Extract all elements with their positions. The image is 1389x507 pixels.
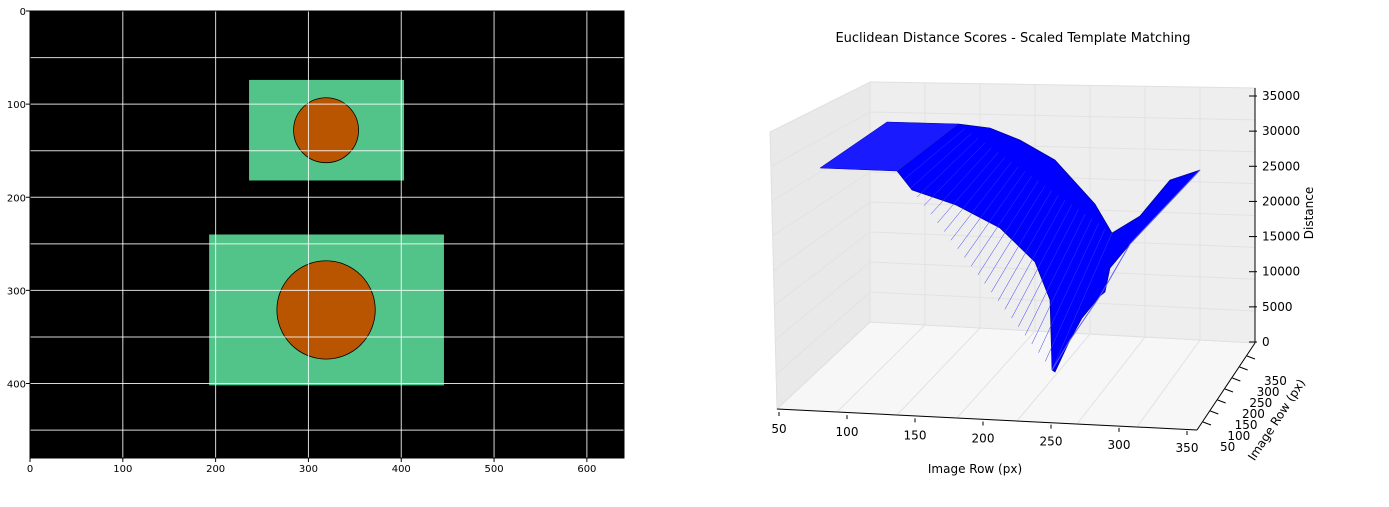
floor-grid-x [1016,333,1091,422]
y-tick-label: 100 [1227,429,1250,443]
axis-ticks: 0 100 200 300 400 500 600 0 100 200 300 400 [7,7,597,475]
chart-title: Euclidean Distance Scores - Scaled Templ… [835,31,1190,46]
mesh-line [903,128,965,180]
y-tick [1224,388,1234,393]
x-tick-label: 300 [299,464,318,475]
y-tick-label: 350 [1264,374,1287,388]
z-tick-label: 30000 [1262,124,1300,138]
floor-grid-x [1136,339,1201,428]
y-tick-label: 0 [20,7,26,18]
x-tick-label: 300 [1108,438,1131,452]
z-tick-label: 0 [1262,335,1270,349]
mesh-line [1024,213,1086,336]
x-tick-label: 50 [771,422,786,436]
mesh-line [930,147,992,215]
side-grid-z [774,261,871,341]
x-tick-label: 400 [392,464,411,475]
floor-grid-x [956,330,1036,419]
mesh-line [1011,204,1073,319]
wall-grid-z [869,111,1256,121]
mesh-line [1038,223,1099,353]
x-tick-label: 600 [577,464,596,475]
side-grid-z [774,231,871,306]
y-tick [1210,410,1219,415]
mesh-line [997,194,1059,301]
side-grid-z [770,111,871,168]
z-tick-label: 20000 [1262,194,1300,208]
x-tick-label: 150 [904,428,927,442]
side-grid-z [775,291,871,375]
mesh-line [937,152,999,224]
image-frame [29,10,625,459]
y-tick-label: 100 [7,100,26,111]
x-tick-label: 500 [485,464,504,475]
mesh-line [1051,232,1113,371]
x-tick-label: 0 [27,464,33,475]
z-axis-label: Distance [1302,187,1316,239]
mesh-line [896,123,959,172]
floor-grid-x [896,327,981,416]
mesh-line [1045,228,1106,362]
y-axis-line [1196,342,1256,431]
mesh-line [977,180,1039,275]
y-tick-label: 200 [7,193,26,204]
circle-0 [293,97,359,164]
x-tick-label: 200 [972,432,995,446]
surface-plot [819,121,1201,373]
y-tick-label: 300 [7,286,26,297]
x-tick-label: 100 [113,464,132,475]
mesh-line [991,190,1052,293]
circle-1 [276,260,376,360]
shapes-layer [209,79,444,386]
mesh-line [910,133,972,189]
mesh-line [950,161,1012,241]
side-grid-z [773,201,871,271]
y-tick-label: 200 [1242,407,1265,421]
right-surface-chart: Euclidean Distance Scores - Scaled Templ… [769,31,1316,476]
z-tick-label: 10000 [1262,265,1300,279]
mesh-line [957,166,1019,250]
y-tick [1239,366,1248,371]
y-tick-label: 150 [1235,418,1258,432]
grid-lines [30,11,624,458]
mesh-line [970,175,1032,267]
surface-edge [1051,169,1201,371]
y-tick [1202,421,1212,426]
z-tick-label: 35000 [1262,89,1300,103]
mesh-line [1004,199,1066,310]
side-grid-z [772,171,871,237]
mesh-line [1018,209,1079,327]
x-tick-label: 250 [1040,435,1063,449]
y-tick [1232,377,1241,382]
y-tick [1217,399,1226,404]
mesh-line [923,142,985,206]
z-tick-label: 25000 [1262,159,1300,173]
z-tick-label: 5000 [1262,300,1293,314]
mesh-line [943,157,1006,232]
x-axis-line [776,408,1198,431]
floor-grid-x [836,324,926,413]
y-tick-label: 50 [1220,440,1235,454]
x-axis-label: Image Row (px) [928,462,1022,476]
mesh-line [984,185,1046,284]
mesh-line [1031,218,1093,345]
y-tick-label: 400 [7,380,26,391]
x-tick-label: 100 [836,425,859,439]
mesh-line [917,138,979,198]
y-tick-label: 250 [1249,396,1272,410]
z-tick-label: 15000 [1262,230,1300,244]
axis-ticks-3d: 50 100 150 200 250 300 350 50100150200250300350… [771,88,1300,455]
x-tick-label: 350 [1176,441,1199,455]
y-tick-label: 300 [1257,385,1280,399]
left-image-chart: 0 100 200 300 400 500 600 0 100 200 300 400 [7,7,625,475]
x-tick-label: 200 [206,464,225,475]
floor-grid-x [1076,336,1146,425]
y-tick [1246,355,1256,360]
mesh-line [964,171,1026,258]
